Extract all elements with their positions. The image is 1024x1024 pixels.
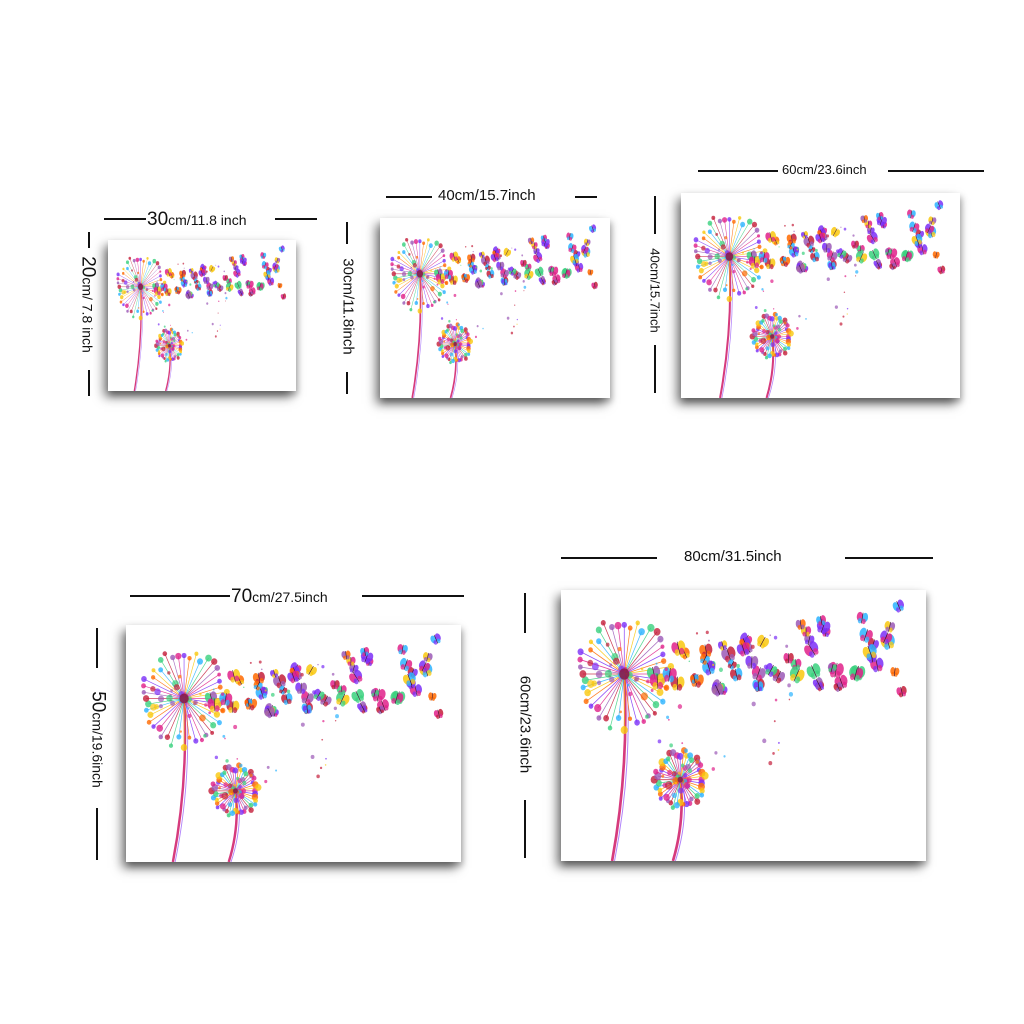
canvas-print-60x40: [681, 193, 960, 398]
width-label: 60cm/23.6inch: [782, 162, 867, 177]
large-dandelion: [577, 620, 675, 861]
height-line-bottom: [346, 372, 348, 394]
width-line-left: [130, 595, 230, 597]
butterfly-swarm: [432, 224, 598, 342]
butterfly-swarm: [151, 245, 287, 344]
canvas-print-30x20: [108, 240, 296, 391]
height-label: 30cm/11.8inch: [339, 258, 357, 355]
height-line-top: [654, 196, 656, 234]
width-line-left: [386, 196, 432, 198]
canvas-print-80x60: [561, 590, 926, 861]
dandelion-butterfly-artwork: [141, 633, 444, 862]
small-dandelion: [208, 762, 262, 862]
dandelion-butterfly-artwork: [693, 200, 946, 398]
small-dandelion: [749, 311, 794, 398]
large-dandelion: [141, 651, 230, 862]
canvas-print-70x50: [126, 625, 461, 862]
width-label: 40cm/15.7inch: [438, 187, 536, 204]
height-line-bottom: [654, 345, 656, 393]
dandelion-butterfly-artwork: [116, 245, 287, 391]
width-line-right: [275, 218, 317, 220]
large-dandelion: [693, 215, 768, 398]
butterfly-swarm: [745, 200, 946, 334]
large-dandelion: [116, 256, 167, 391]
height-line-top: [524, 593, 526, 633]
width-line-left: [561, 557, 657, 559]
width-line-left: [104, 218, 146, 220]
dandelion-butterfly-artwork: [390, 224, 598, 398]
height-label: 50cm/19.6inch: [87, 691, 109, 788]
butterfly-swarm: [203, 633, 444, 788]
small-dandelion: [650, 747, 709, 861]
height-line-bottom: [96, 808, 98, 860]
butterfly-swarm: [645, 599, 907, 776]
width-label: 80cm/31.5inch: [684, 548, 782, 565]
width-line-right: [362, 595, 464, 597]
height-line-top: [88, 232, 90, 248]
height-label: 40cm/15.7inch: [647, 248, 663, 333]
height-line-bottom: [88, 370, 90, 396]
height-line-top: [96, 628, 98, 668]
width-label: 70cm/27.5inch: [231, 586, 328, 607]
canvas-print-40x30: [380, 218, 610, 398]
width-label: 30cm/11.8 inch: [147, 209, 247, 230]
small-dandelion: [154, 327, 185, 391]
width-line-right: [888, 170, 984, 172]
large-dandelion: [390, 237, 452, 398]
small-dandelion: [436, 322, 474, 398]
width-line-right: [575, 196, 597, 198]
width-line-left: [698, 170, 778, 172]
dandelion-butterfly-artwork: [577, 599, 907, 861]
width-line-right: [845, 557, 933, 559]
height-line-top: [346, 222, 348, 244]
height-line-bottom: [524, 800, 526, 858]
height-label: 60cm/23.6inch: [516, 675, 534, 774]
height-label: 20cm/ 7.8 inch: [77, 256, 99, 353]
